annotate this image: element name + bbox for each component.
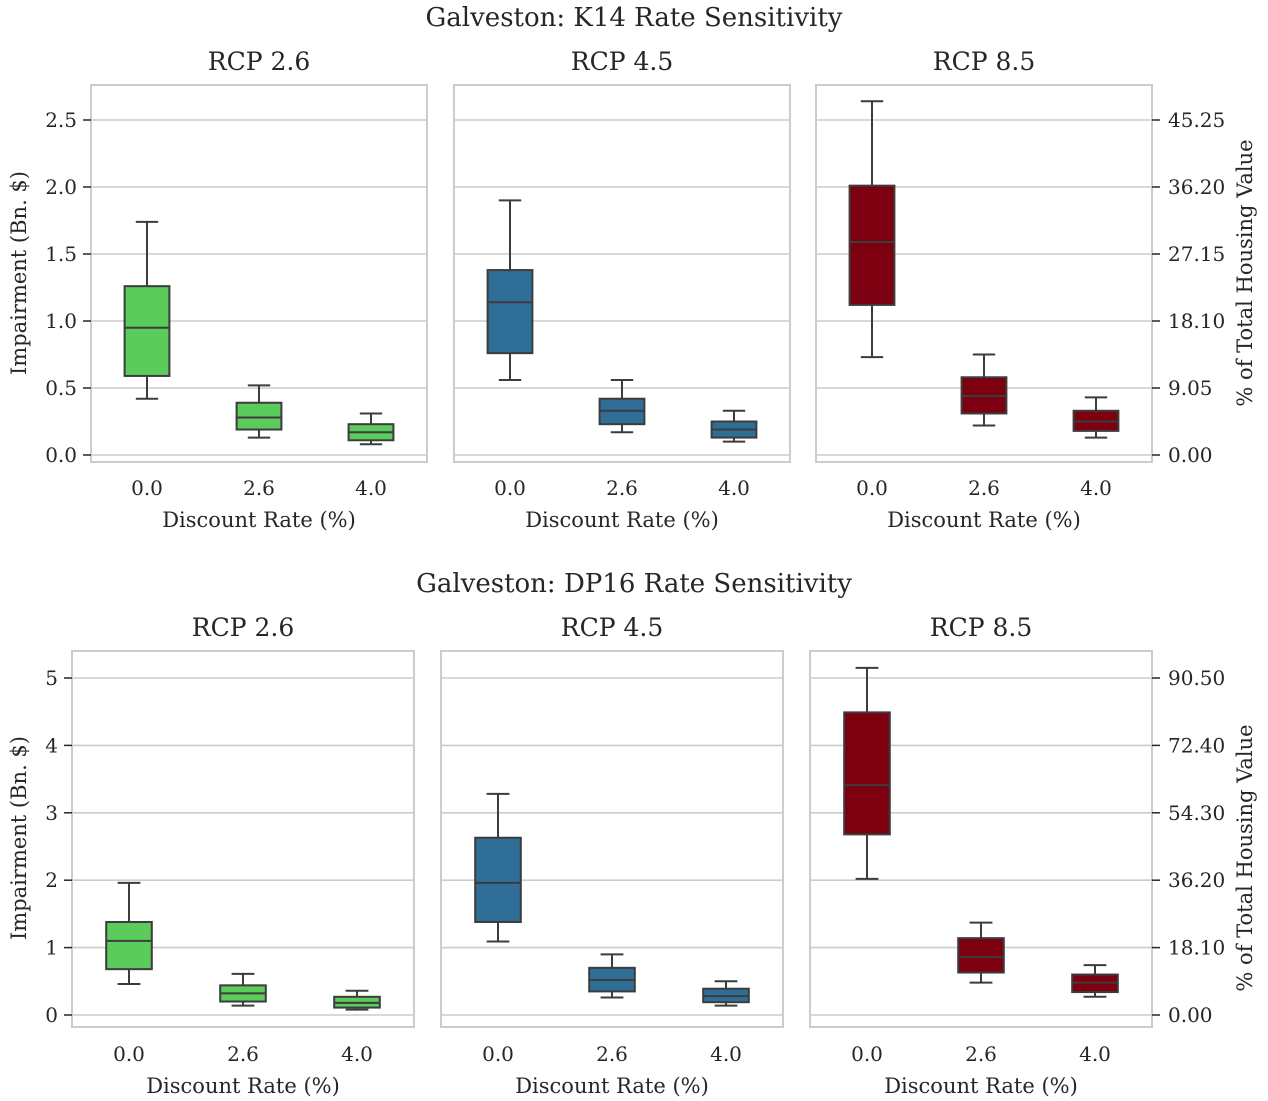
y-tick-label: 0.0 [45,443,77,467]
y-axis-label: Impairment (Bn. $) [7,171,31,375]
x-axis-label: Discount Rate (%) [887,508,1081,532]
y-right-tick-label: 18.10 [1168,309,1225,333]
y-tick-label: 2.0 [45,175,77,199]
box-0.0 [474,792,522,943]
y-tick-label: 1.0 [45,309,77,333]
x-tick-label: 2.6 [596,1042,628,1066]
box-0.0 [105,881,153,985]
x-tick-label: 2.6 [968,476,1000,500]
panel-frame [440,650,784,1028]
box-4.0 [347,412,395,446]
y-right-tick-label: 90.50 [1168,666,1225,690]
y-tick-label: 3 [45,801,58,825]
x-tick-label: 0.0 [851,1042,883,1066]
y-right-tick-label: 0.00 [1168,443,1213,467]
box-iqr [486,269,534,355]
box-4.0 [333,989,381,1011]
x-tick-label: 4.0 [1079,1042,1111,1066]
y-tick-label: 2.5 [45,108,77,132]
box-0.0 [123,220,171,400]
x-tick-label: 0.0 [131,476,163,500]
x-tick-label: 0.0 [494,476,526,500]
y-right-tick-label: 0.00 [1168,1003,1213,1027]
x-axis-label: Discount Rate (%) [162,508,356,532]
box-iqr [235,401,283,431]
x-tick-label: 2.6 [606,476,638,500]
y-right-tick-label: 36.20 [1168,868,1225,892]
panel-frame [815,84,1153,463]
box-4.0 [1072,396,1120,439]
panel-title: RCP 4.5 [561,613,663,642]
y-right-tick-label: 54.30 [1168,801,1225,825]
y-right-tick-label: 36.20 [1168,175,1225,199]
y-right-tick-label: 45.25 [1168,108,1225,132]
y-tick-label: 4 [45,733,58,757]
box-iqr [123,285,171,377]
y-right-axis-label: % of Total Housing Value [1233,139,1257,406]
y-right-tick-label: 9.05 [1168,376,1213,400]
box-iqr [474,836,522,923]
y-right-tick-label: 18.10 [1168,936,1225,960]
box-4.0 [702,980,750,1007]
panel-title: RCP 2.6 [192,613,294,642]
y-right-tick-label: 27.15 [1168,242,1225,266]
box-iqr [957,937,1005,974]
x-axis-label: Discount Rate (%) [525,508,719,532]
box-iqr [843,711,891,836]
x-tick-label: 2.6 [227,1042,259,1066]
x-tick-label: 0.0 [113,1042,145,1066]
box-4.0 [710,409,758,443]
panel-frame [71,650,415,1028]
box-2.6 [219,972,267,1007]
y-axis-label: Impairment (Bn. $) [7,736,31,940]
x-axis-label: Discount Rate (%) [515,1074,709,1098]
x-tick-label: 0.0 [856,476,888,500]
box-0.0 [486,199,534,381]
y-right-axis-label: % of Total Housing Value [1233,724,1257,991]
panel-title: RCP 2.6 [208,47,310,76]
y-tick-label: 1.5 [45,242,77,266]
box-0.0 [843,666,891,880]
box-iqr [105,920,153,971]
x-tick-label: 4.0 [341,1042,373,1066]
panel-title: RCP 8.5 [933,47,1035,76]
box-0.0 [848,100,896,359]
box-2.6 [957,921,1005,984]
box-2.6 [598,378,646,434]
x-axis-label: Discount Rate (%) [146,1074,340,1098]
x-tick-label: 4.0 [355,476,387,500]
x-tick-label: 4.0 [1080,476,1112,500]
x-tick-label: 2.6 [243,476,275,500]
panel-frame [453,84,791,463]
panel-title: RCP 8.5 [930,613,1032,642]
x-tick-label: 0.0 [482,1042,514,1066]
x-tick-label: 4.0 [710,1042,742,1066]
y-tick-label: 5 [45,666,58,690]
y-tick-label: 0.5 [45,376,77,400]
y-tick-label: 1 [45,936,58,960]
y-right-tick-label: 72.40 [1168,733,1225,757]
x-tick-label: 4.0 [718,476,750,500]
box-4.0 [1071,964,1119,998]
panel-title: RCP 4.5 [571,47,673,76]
figure-title: Galveston: K14 Rate Sensitivity [426,3,843,33]
box-2.6 [235,384,283,439]
box-2.6 [960,353,1008,427]
x-axis-label: Discount Rate (%) [884,1074,1078,1098]
y-tick-label: 2 [45,868,58,892]
box-iqr [848,184,896,306]
panel-frame [809,650,1153,1028]
x-tick-label: 2.6 [965,1042,997,1066]
y-tick-label: 0 [45,1003,58,1027]
figure-title: Galveston: DP16 Rate Sensitivity [416,569,852,599]
box-2.6 [588,953,636,999]
panel-frame [90,84,428,463]
